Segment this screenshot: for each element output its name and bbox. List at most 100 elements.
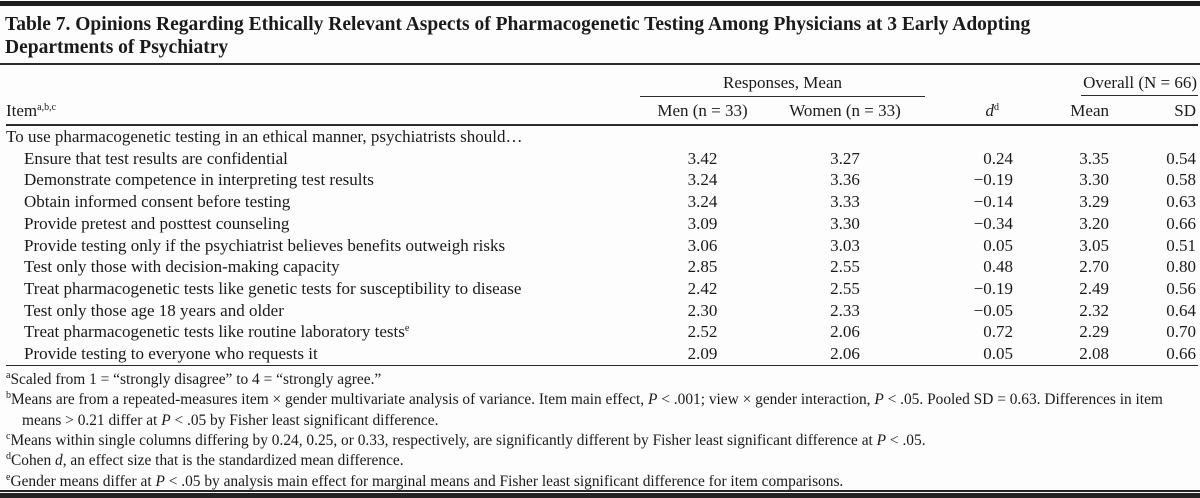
cell-women: 2.06 (830, 322, 860, 342)
table-row: Test only those with decision-making cap… (6, 256, 1198, 278)
cell-men: 3.42 (687, 148, 718, 168)
italic-term: d (55, 452, 63, 470)
cell-item: Test only those with decision-making cap… (24, 257, 340, 277)
cell-d: −0.14 (973, 192, 1014, 212)
cell-sd: 0.70 (1166, 322, 1197, 342)
italic-term: P (874, 391, 884, 409)
cell-men: 2.42 (687, 278, 718, 298)
footnote-d: dCohen d, an effect size that is the sta… (6, 451, 404, 470)
bottom-thick-rule (0, 493, 1200, 498)
table-row: Ensure that test results are confidentia… (6, 148, 1198, 170)
cell-d: 0.05 (983, 235, 1014, 255)
cell-women: 2.33 (830, 300, 860, 320)
overall-group-label: Overall (N = 66) (1081, 73, 1199, 96)
cell-d: −0.05 (973, 300, 1014, 320)
bottom-rules (0, 490, 1200, 498)
cell-women: 3.36 (830, 170, 860, 190)
cell-item: Treat pharmacogenetic tests like genetic… (24, 278, 522, 298)
item-label: Item (6, 101, 38, 120)
men-column-header: Men (n = 33) (657, 101, 748, 120)
cell-sd: 0.58 (1166, 170, 1197, 190)
cell-mean: 2.49 (1079, 278, 1110, 298)
cell-mean: 3.35 (1079, 148, 1110, 168)
item-footnote-marker: e (404, 323, 410, 335)
top-rule (0, 1, 1200, 6)
data-table: Itema,b,c Responses, Mean dd Overall (N … (6, 65, 1199, 366)
section-row: To use pharmacogenetic testing in an eth… (6, 125, 1198, 148)
cell-women: 2.55 (830, 257, 860, 277)
cell-sd: 0.54 (1166, 148, 1197, 168)
table-row: Obtain informed consent before testing 3.… (6, 191, 1198, 213)
cell-item: Provide testing to everyone who requests… (24, 344, 318, 364)
cell-item: Demonstrate competence in interpreting t… (24, 170, 374, 190)
overall-group-header: Overall (N = 66) (1015, 65, 1199, 96)
responses-group-header: Responses, Mean (640, 65, 926, 97)
d-superscript: d (994, 102, 1000, 113)
cell-men: 3.24 (687, 170, 718, 190)
cell-mean: 2.70 (1079, 257, 1110, 277)
cell-men: 3.24 (687, 192, 718, 212)
footnote-marker: d (6, 451, 11, 463)
table-row: Test only those age 18 years and older 2.… (6, 300, 1198, 322)
table-row: Provide testing to everyone who requests… (6, 343, 1198, 365)
table-row: Demonstrate competence in interpreting t… (6, 169, 1198, 191)
cell-item: Treat pharmacogenetic tests like routine… (24, 322, 410, 342)
cell-men: 3.09 (687, 213, 718, 233)
table-row: Provide testing only if the psychiatrist… (6, 235, 1198, 257)
cell-item: Obtain informed consent before testing (24, 192, 291, 212)
sd-column-header: SD (1174, 101, 1197, 120)
bottom-thin-rule (0, 490, 1200, 492)
cell-sd: 0.51 (1166, 235, 1197, 255)
cell-mean: 3.30 (1079, 170, 1110, 190)
footnote-marker: e (6, 471, 11, 483)
table-header: Itema,b,c Responses, Mean dd Overall (N … (6, 65, 1199, 125)
footnote-marker: a (6, 369, 11, 381)
table-row: Provide pretest and posttest counseling 3… (6, 213, 1198, 235)
mean-column-header: Mean (1070, 101, 1110, 120)
cell-men: 2.85 (687, 257, 718, 277)
cell-women: 3.27 (830, 148, 860, 168)
italic-term: P (161, 411, 171, 429)
responses-group-label: Responses, Mean (723, 72, 842, 92)
cell-women: 2.06 (830, 344, 860, 364)
cell-mean: 2.29 (1079, 322, 1110, 342)
section-label: To use pharmacogenetic testing in an eth… (6, 127, 523, 146)
cell-sd: 0.80 (1166, 257, 1197, 277)
footnote-marker: b (6, 390, 11, 402)
bottom-gap (0, 492, 1200, 493)
cell-d: 0.48 (983, 257, 1014, 277)
italic-term: P (876, 431, 887, 449)
cell-item: Test only those age 18 years and older (24, 300, 284, 320)
cell-d: −0.19 (973, 170, 1014, 190)
d-label: d (985, 101, 995, 120)
cell-mean: 3.05 (1079, 235, 1110, 255)
cell-mean: 3.29 (1079, 192, 1110, 212)
footnote-e: eGender means differ at P < .05 by analy… (6, 471, 844, 490)
cell-d: 0.05 (983, 344, 1014, 364)
footnotes: aScaled from 1 = “strongly disagree” to … (6, 370, 1196, 492)
cell-sd: 0.66 (1166, 213, 1197, 233)
cell-women: 2.55 (830, 278, 860, 298)
table-body: To use pharmacogenetic testing in an eth… (6, 125, 1199, 366)
italic-term: P (155, 472, 165, 490)
item-column-header: Itema,b,c (6, 65, 640, 125)
cell-d: 0.24 (983, 148, 1014, 168)
cell-mean: 2.32 (1079, 300, 1110, 320)
cell-sd: 0.64 (1166, 300, 1197, 320)
cell-mean: 2.08 (1079, 344, 1110, 364)
cell-d: 0.72 (983, 322, 1014, 342)
cell-men: 2.09 (687, 344, 718, 364)
cell-item: Provide pretest and posttest counseling (24, 213, 290, 233)
cell-mean: 3.20 (1079, 213, 1110, 233)
cell-men: 2.52 (687, 322, 718, 342)
footnote-marker: c (6, 430, 11, 442)
table-row: Treat pharmacogenetic tests like routine… (6, 321, 1198, 343)
cell-women: 3.33 (830, 192, 860, 212)
cell-d: −0.34 (973, 213, 1014, 233)
cell-men: 3.06 (687, 235, 718, 255)
d-column-header: dd (925, 65, 1015, 125)
item-superscript: a,b,c (37, 102, 57, 113)
cell-women: 3.30 (830, 213, 860, 233)
cell-women: 3.03 (830, 235, 860, 255)
